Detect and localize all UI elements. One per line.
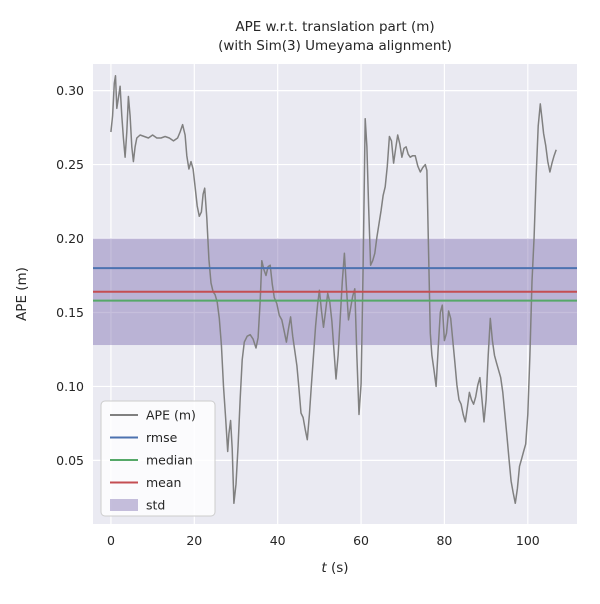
x-tick-label: 80 — [436, 533, 452, 548]
legend-label-std: std — [146, 498, 165, 513]
y-tick-label: 0.05 — [56, 453, 84, 468]
y-tick-label: 0.30 — [56, 83, 84, 98]
y-tick-label: 0.10 — [56, 379, 84, 394]
plot-area: 0 20 40 60 80 100 0.05 0.10 0.15 0.20 0.25 0.30 APE … — [56, 64, 577, 548]
y-tick-label: 0.25 — [56, 157, 84, 172]
chart-title-line2: (with Sim(3) Umeyama alignment) — [218, 38, 452, 54]
x-tick-label: 0 — [107, 533, 115, 548]
x-tick-label: 20 — [186, 533, 202, 548]
legend: APE (m) rmse median mean std — [100, 400, 216, 517]
legend-label-rmse: rmse — [146, 430, 178, 445]
legend-sample-std — [110, 499, 138, 511]
x-tick-label: 100 — [516, 533, 540, 548]
legend-label-APEm: APE (m) — [146, 408, 196, 423]
x-tick-label: 60 — [353, 533, 369, 548]
legend-box — [100, 400, 216, 517]
y-tick-label: 0.20 — [56, 231, 84, 246]
legend-label-median: median — [146, 453, 193, 468]
x-tick-label: 40 — [270, 533, 286, 548]
chart-title-line1: APE w.r.t. translation part (m) — [235, 19, 434, 35]
y-tick-label: 0.15 — [56, 305, 84, 320]
y-axis-label: APE (m) — [14, 267, 30, 321]
x-axis-label: t (s) — [321, 560, 348, 576]
legend-label-mean: mean — [146, 475, 181, 490]
